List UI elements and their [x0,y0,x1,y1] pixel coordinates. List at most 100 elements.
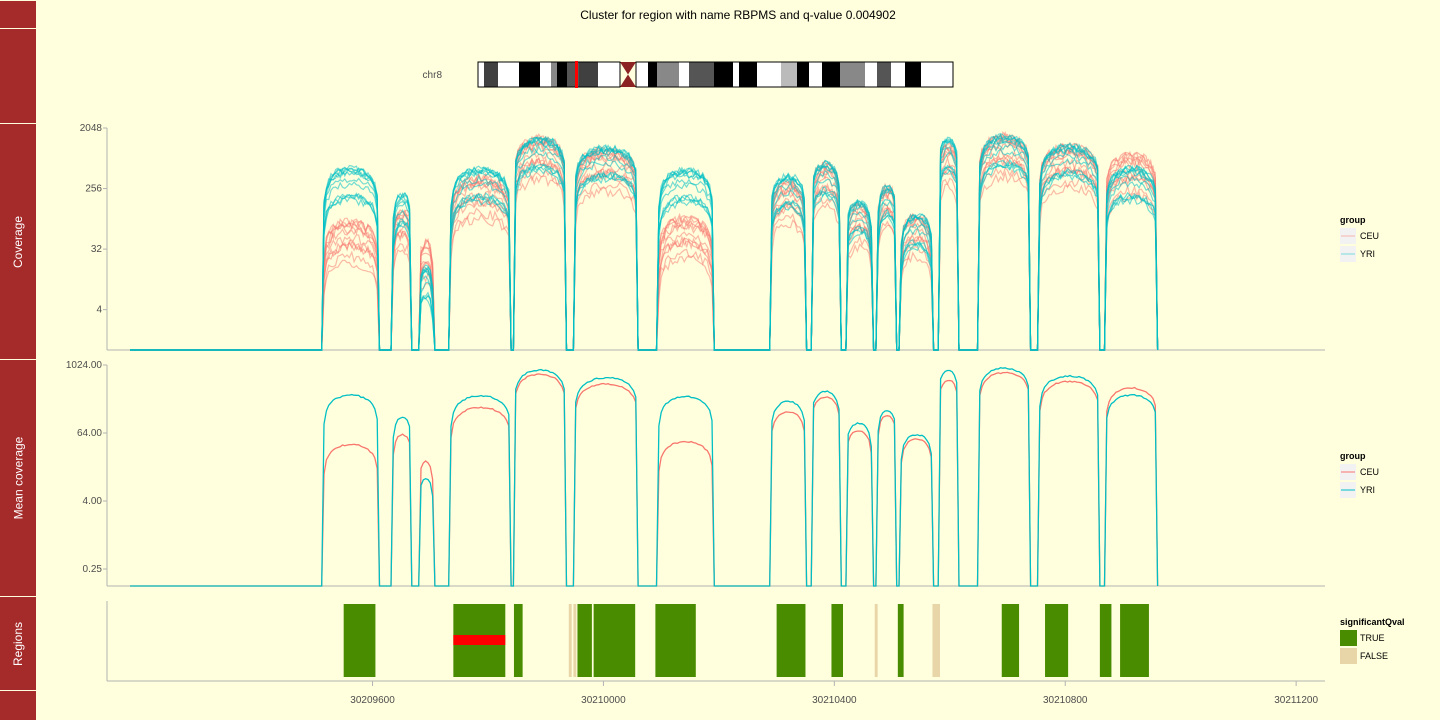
region-bar [831,604,843,677]
region-bar [568,604,572,677]
ideogram-band [797,62,809,87]
ideogram-band [689,62,714,87]
chart-title: Cluster for region with name RBPMS and q… [580,8,896,22]
ideogram-band [865,62,877,87]
ideogram-band [679,62,689,87]
ideogram-band [484,62,498,87]
track-label-blank-bottom [0,691,36,720]
y-tick-label: 64.00 [77,428,102,439]
track-label-coverage: Coverage [0,124,36,359]
regions-legend: significantQval TRUE FALSE [1340,617,1405,664]
coverage-panel: 2048 256 32 4 [80,123,1325,351]
region-bar [1120,604,1149,677]
ideogram-band [551,62,557,87]
track-sidebar: Coverage Mean coverage Regions [0,0,37,720]
region-bar [1099,604,1112,677]
coverage-line-yri [130,161,1159,351]
track-label-ideogram [0,29,36,123]
ideogram-band [809,62,822,87]
mean-coverage-panel: 1024.00 64.00 4.00 0.25 [66,360,1325,587]
y-tick-label: 1024.00 [66,360,103,371]
region-bar [776,604,806,677]
coverage-line-yri [130,158,1159,351]
ideogram-band [877,62,891,87]
ideogram-band [757,62,781,87]
track-label-regions: Regions [0,597,36,690]
coverage-line-ceu [130,153,1159,351]
mean-legend: group CEU YRI [1340,451,1379,498]
coverage-line-yri [130,161,1159,351]
coverage-legend-title: group [1340,215,1366,225]
ideogram-outline-q [635,61,954,88]
region-bar [874,604,878,677]
region-bar [577,604,592,677]
ideogram-band [822,62,840,87]
regions-legend-label-true: TRUE [1360,633,1385,643]
coverage-line-yri [130,164,1159,351]
region-bar [573,604,577,677]
ideogram-band [714,62,733,87]
regions-legend-label-false: FALSE [1360,651,1388,661]
ideogram-band [557,62,567,87]
region-bar [1045,604,1069,677]
ideogram-outline-p [477,61,621,88]
ideogram-band [478,62,484,87]
coverage-line-ceu [130,170,1159,351]
mean-legend-label-yri: YRI [1360,485,1375,495]
y-tick-label: 4.00 [83,496,103,507]
track-label-mean-coverage: Mean coverage [0,360,36,596]
coverage-line-ceu [130,166,1159,351]
ideogram-band [610,62,620,87]
region-bar [343,604,376,677]
ideogram-band [540,62,551,87]
mean-line-ceu [130,371,1159,587]
x-axis: 30209600 30210000 30210400 30210800 30211200 [107,680,1325,706]
ideogram-band [636,62,648,87]
ideogram-band [781,62,797,87]
x-tick-label: 30210400 [812,695,857,706]
ideogram-track: chr8 [423,61,954,88]
region-bar [897,604,904,677]
ideogram-band [498,62,519,87]
ideogram-bands [477,61,954,88]
y-tick-label: 256 [85,184,102,195]
ideogram-band [657,62,679,87]
y-tick-label: 0.25 [83,564,103,575]
region-bar [932,604,940,677]
mean-legend-label-ceu: CEU [1360,467,1379,477]
ideogram-band [579,62,598,87]
region-bar [1001,604,1020,677]
coverage-legend: group CEU YRI [1340,215,1379,262]
coverage-line-ceu [130,136,1159,351]
regions-legend-key-true [1340,630,1357,646]
track-label-blank-top [0,1,36,28]
region-bar [513,604,523,677]
x-tick-label: 30210000 [581,695,626,706]
mean-legend-title: group [1340,451,1366,461]
x-tick-label: 30211200 [1274,695,1318,706]
regions-legend-key-false [1340,648,1357,664]
coverage-line-yri [130,133,1159,351]
ideogram-centromere [620,62,636,87]
ideogram-band [921,62,933,87]
coverage-legend-label-ceu: CEU [1360,231,1379,241]
ideogram-band [519,62,540,87]
ideogram-band [598,62,610,87]
coverage-line-yri [130,138,1159,351]
x-tick-label: 30210800 [1043,695,1088,706]
y-tick-label: 2048 [80,123,103,134]
region-highlight [453,635,506,645]
chromosome-label: chr8 [423,70,443,81]
coverage-line-ceu [130,137,1159,351]
y-tick-label: 32 [91,244,103,255]
ideogram-highlight [575,61,578,88]
ideogram-band [933,62,953,87]
x-tick-label: 30209600 [350,695,395,706]
regions-legend-title: significantQval [1340,617,1405,627]
ideogram-band [840,62,865,87]
y-tick-label: 4 [96,305,102,316]
region-bar [655,604,696,677]
coverage-legend-label-yri: YRI [1360,249,1375,259]
region-bar [593,604,636,677]
ideogram-band [891,62,905,87]
